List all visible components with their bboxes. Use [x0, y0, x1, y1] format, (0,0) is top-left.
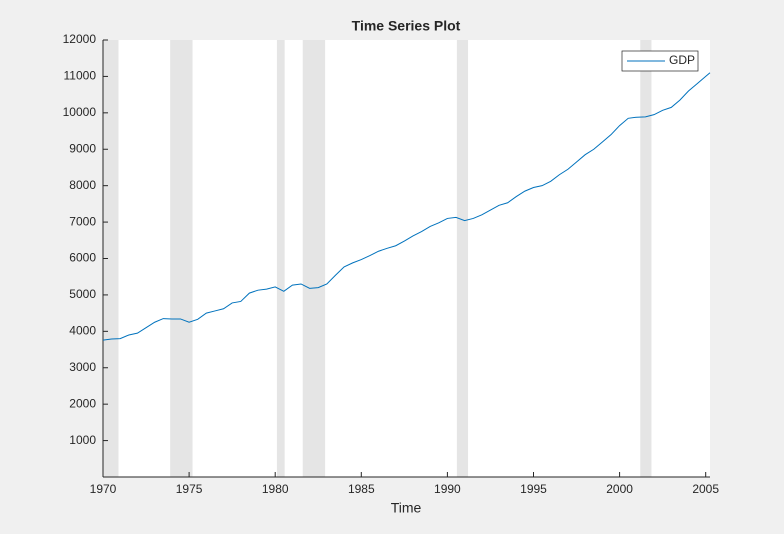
- x-axis-label: Time: [391, 500, 422, 516]
- y-tick-label: 6000: [69, 251, 96, 265]
- x-tick-label: 1970: [90, 482, 117, 496]
- recession-band: [456, 40, 469, 477]
- y-tick-label: 3000: [69, 360, 96, 374]
- y-tick-label: 1000: [69, 433, 96, 447]
- y-tick-label: 12000: [63, 32, 97, 46]
- recession-band: [640, 40, 652, 477]
- x-tick-label: 1985: [348, 482, 375, 496]
- data-line: [102, 72, 711, 341]
- y-tick-label: 5000: [69, 287, 96, 301]
- y-tick-label: 4000: [69, 324, 96, 338]
- plot-area: [103, 40, 710, 477]
- y-tick-label: 8000: [69, 178, 96, 192]
- y-tick-label: 11000: [64, 69, 97, 83]
- x-tick-label: 1975: [176, 482, 203, 496]
- y-tick-label: 2000: [69, 396, 96, 410]
- x-tick-label: 1990: [434, 482, 461, 496]
- x-tick-label: 1980: [262, 482, 289, 496]
- y-tick-label: 10000: [63, 105, 97, 119]
- x-tick-label: 1995: [520, 482, 547, 496]
- x-tick-label: 2005: [692, 482, 719, 496]
- chart-title: Time Series Plot: [352, 18, 461, 34]
- y-tick-label: 9000: [69, 141, 96, 155]
- recession-band: [276, 40, 285, 477]
- y-tick-label: 7000: [69, 214, 96, 228]
- recession-band: [302, 40, 326, 477]
- x-tick-label: 2000: [606, 482, 633, 496]
- legend-label: GDP: [669, 53, 695, 67]
- recession-band: [170, 40, 193, 477]
